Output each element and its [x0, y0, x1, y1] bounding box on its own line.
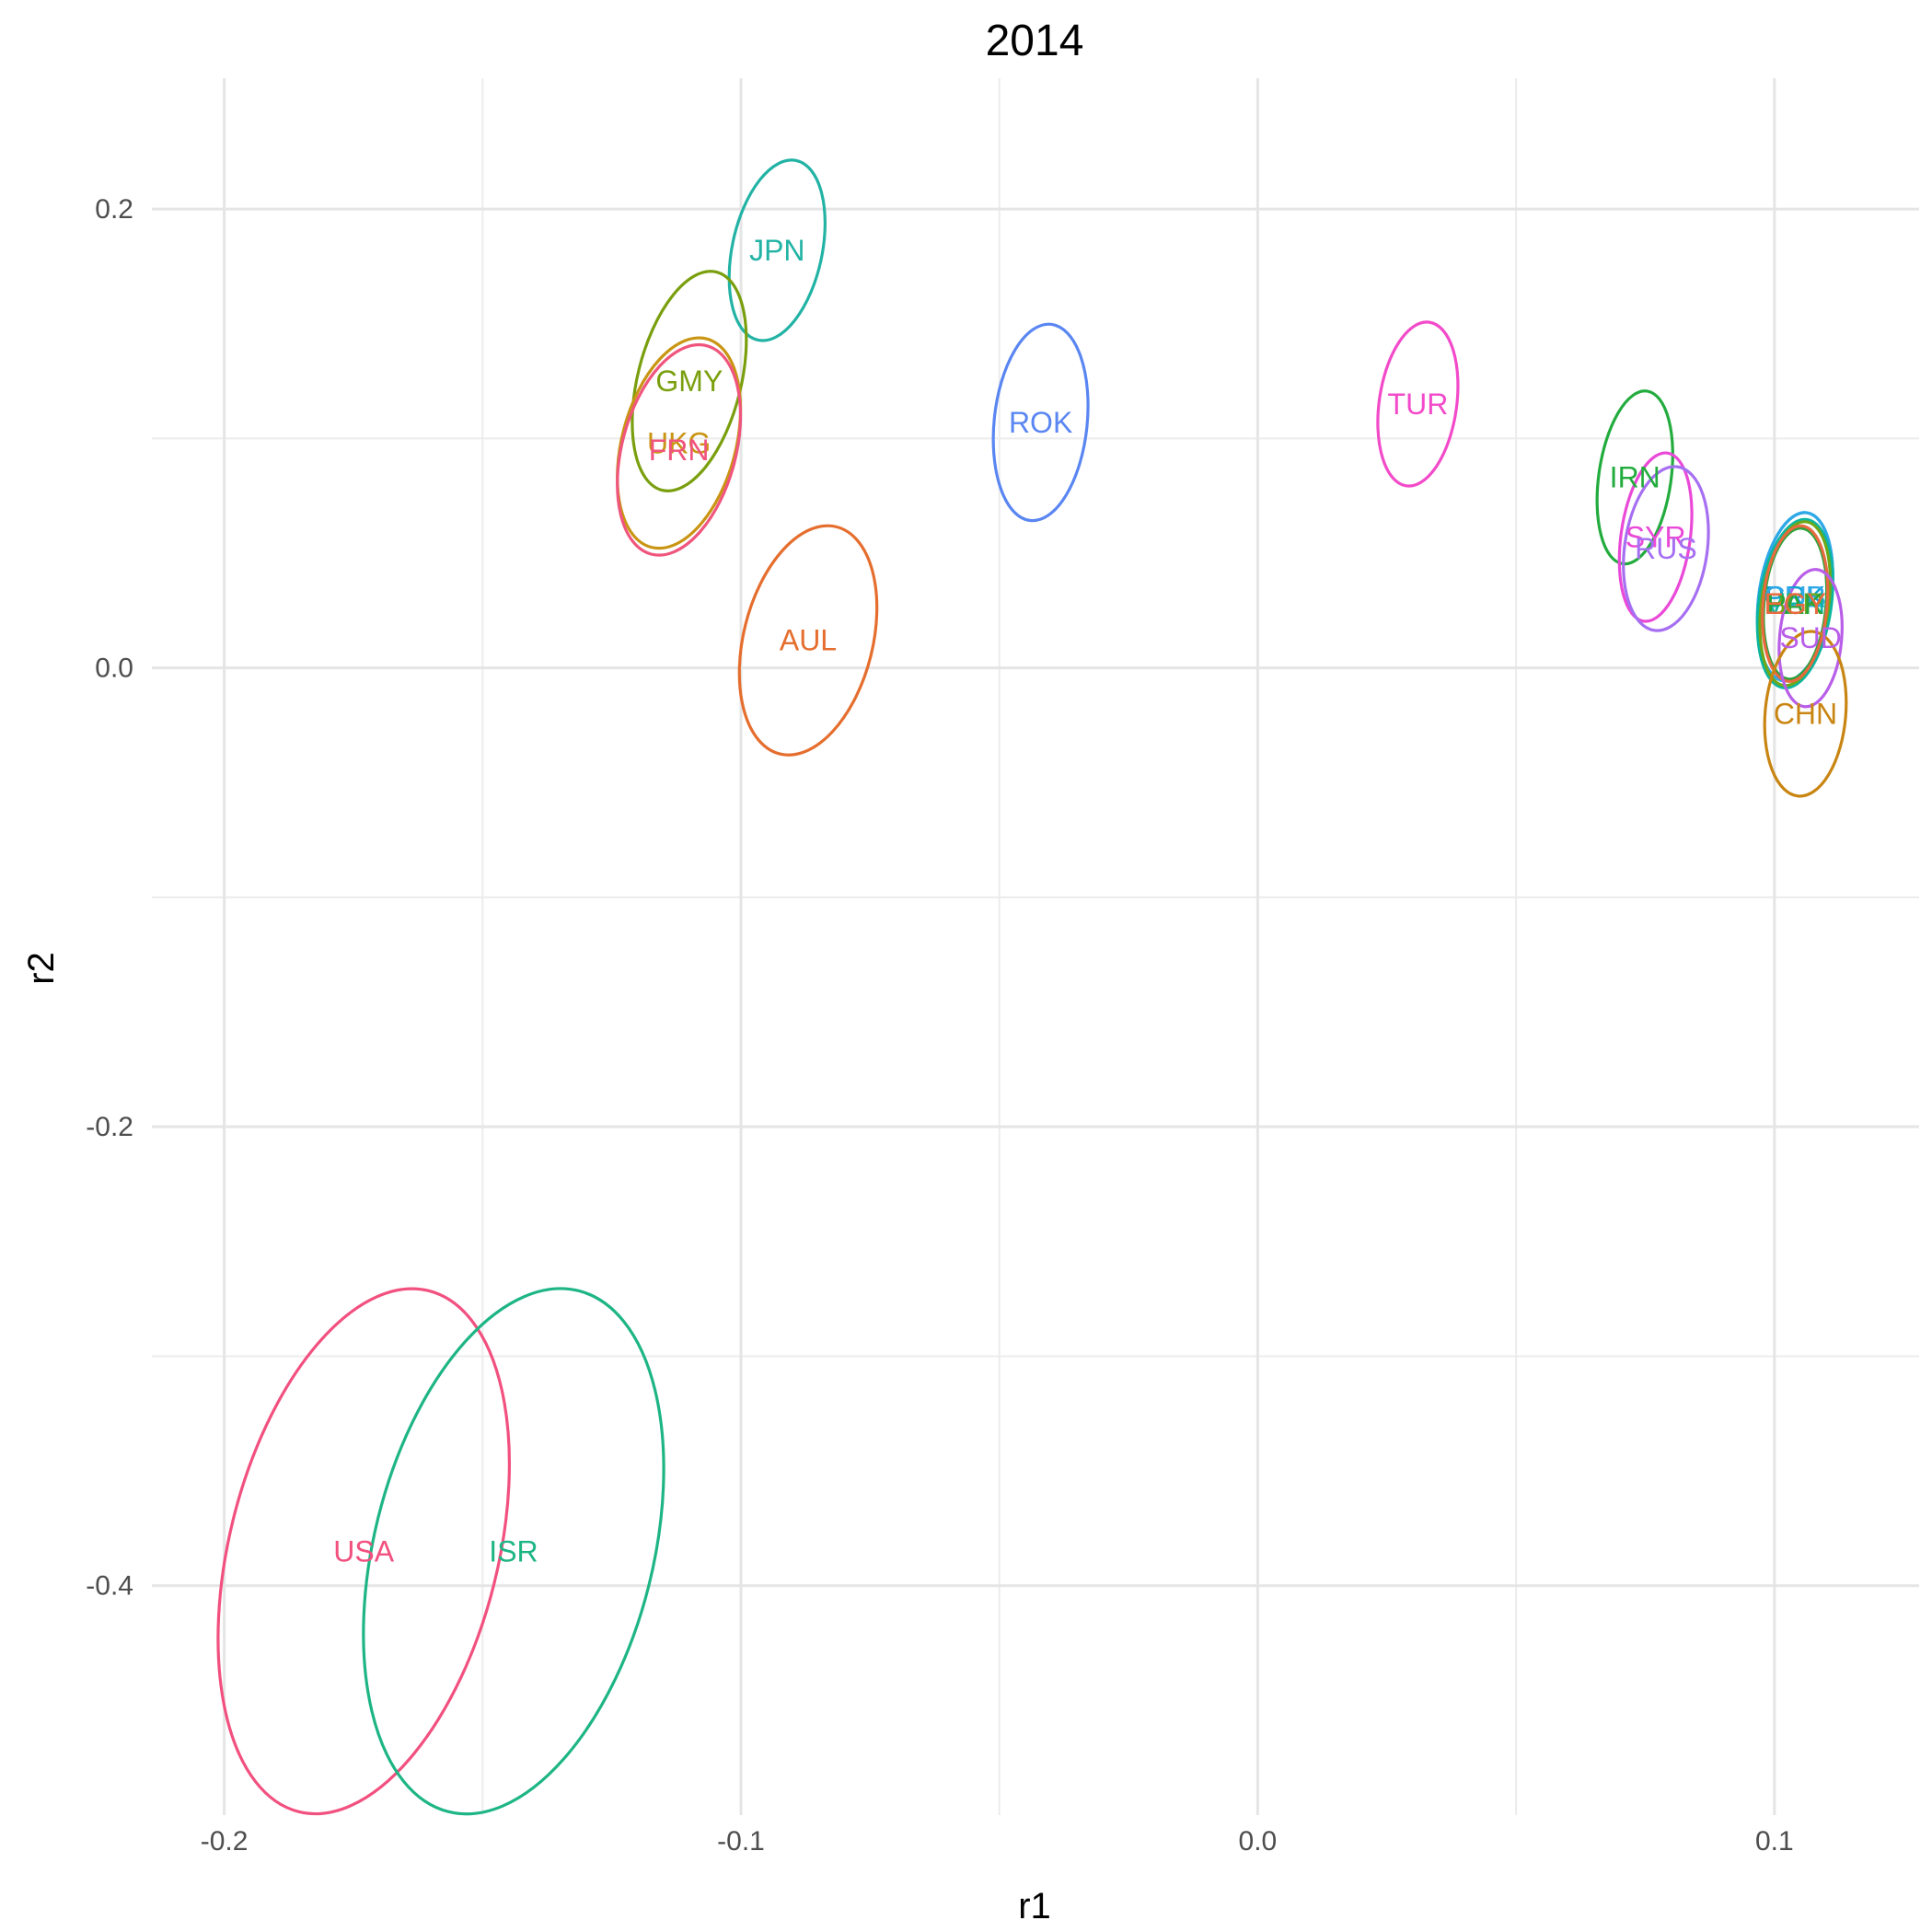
point-label-usa: USA — [333, 1534, 394, 1568]
ellipse-ukg — [616, 336, 743, 550]
x-tick-label: -0.2 — [201, 1826, 249, 1857]
point-label-pak: PAK — [1766, 587, 1823, 620]
x-tick-label: 0.1 — [1755, 1826, 1794, 1857]
point-label-syr: SYR — [1625, 521, 1686, 554]
ellipse-isr — [362, 1287, 665, 1816]
ellipse-layer — [216, 158, 1848, 1816]
chart-title: 2014 — [986, 17, 1084, 65]
ellipse-aul — [737, 524, 879, 757]
point-label-blr: BLR — [1766, 587, 1823, 620]
point-label-rok: ROK — [1009, 406, 1072, 439]
y-tick-label: 0.2 — [95, 194, 133, 225]
point-label-jpn: JPN — [749, 234, 804, 267]
point-label-egy: EGY — [1764, 587, 1826, 620]
point-label-isr: ISR — [489, 1534, 538, 1568]
y-axis-ticks: 0.2 0.0 -0.2 -0.4 — [86, 194, 133, 1602]
point-label-irn: IRN — [1610, 461, 1660, 494]
ellipse-ven — [1755, 517, 1834, 689]
point-label-chn: CHN — [1774, 697, 1837, 730]
point-label-aul: AUL — [780, 624, 837, 657]
ellipse-sud — [1777, 568, 1844, 709]
point-label-tur: TUR — [1388, 388, 1449, 421]
y-tick-label: -0.4 — [86, 1571, 133, 1602]
y-axis-title: r2 — [21, 952, 62, 985]
point-label-sud: SUD — [1779, 621, 1842, 654]
x-tick-label: 0.0 — [1239, 1826, 1278, 1857]
x-axis-ticks: -0.2 -0.1 0.0 0.1 — [201, 1826, 1794, 1857]
ellipse-egy — [1761, 524, 1830, 683]
point-label-gmy: GMY — [655, 364, 723, 398]
point-label-frn: FRN — [649, 434, 710, 467]
ellipse-syr — [1617, 451, 1694, 623]
y-tick-label: -0.2 — [86, 1112, 133, 1142]
ellipse-usa — [216, 1287, 512, 1816]
point-label-cub: CUB — [1764, 580, 1826, 613]
ellipse-jpn — [727, 158, 827, 342]
x-axis-title: r1 — [1018, 1886, 1051, 1926]
grid-lines — [152, 78, 1919, 1815]
y-tick-label: 0.0 — [95, 654, 133, 684]
ellipse-frn — [616, 342, 743, 557]
point-label-ukg: UKG — [647, 426, 711, 459]
ellipse-rok — [991, 322, 1090, 523]
ellipse-chn — [1763, 630, 1848, 798]
point-label-prk: PRK — [1764, 580, 1825, 613]
x-tick-label: -0.1 — [717, 1826, 765, 1857]
point-label-rus: RUS — [1635, 532, 1697, 565]
point-label-ven: VEN — [1764, 587, 1825, 620]
ellipse-rus — [1622, 465, 1710, 632]
ellipse-tur — [1376, 320, 1460, 488]
